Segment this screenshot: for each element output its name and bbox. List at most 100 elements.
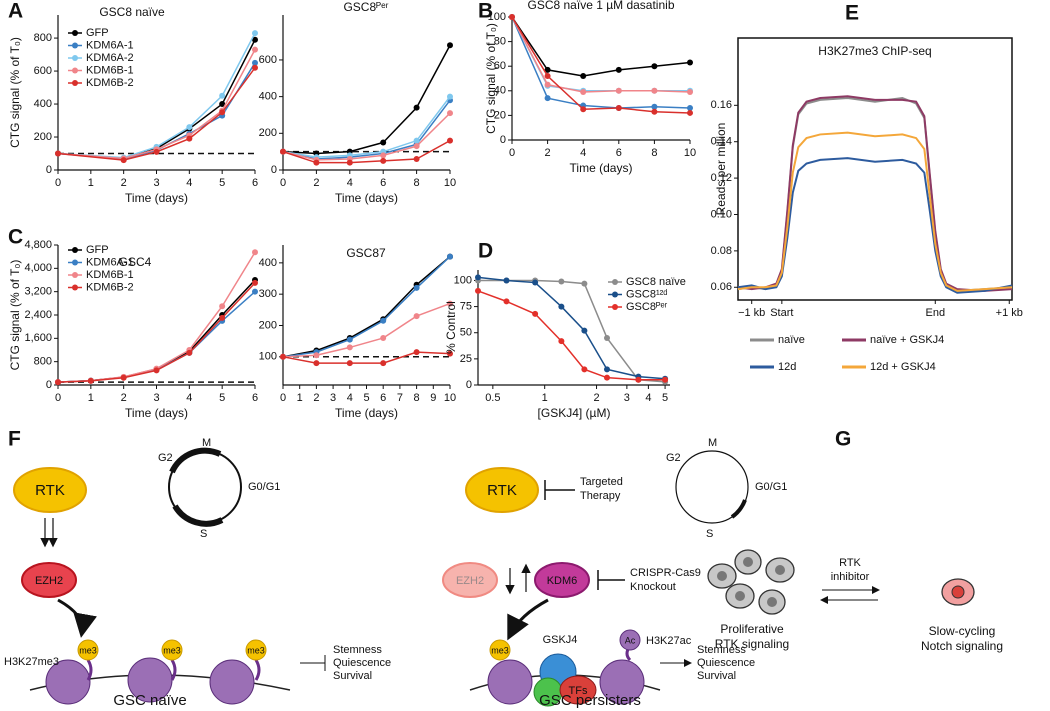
data-point (413, 284, 420, 291)
series-line (282, 302, 451, 358)
label: Quiescence (697, 657, 755, 669)
x-tick-label: 3 (330, 392, 336, 404)
panel-label: B (478, 0, 493, 23)
chart: 0 20 40 60 80 100 0 2 4 6 8 10 GSC8 naïve 1 µM dasat… (484, 0, 696, 175)
data-point (153, 148, 160, 155)
legend-label: KDM6A-2 (86, 52, 134, 64)
data-point (603, 334, 610, 341)
x-tick-label: 8 (651, 147, 657, 159)
data-point (447, 110, 453, 117)
data-point (447, 93, 453, 100)
data-point (603, 374, 610, 381)
series-line (511, 16, 691, 93)
data-point (252, 279, 258, 286)
label: CRISPR-Cas9 (630, 567, 701, 579)
x-tick-label: 2 (121, 177, 127, 189)
data-point (687, 105, 693, 112)
x-tick-label: 1 (88, 392, 94, 404)
data-point (558, 278, 565, 285)
x-tick-label: 5 (219, 392, 225, 404)
legend-label: naïve (778, 334, 805, 346)
x-tick-label: 10 (444, 392, 456, 404)
y-tick-label: 0.16 (711, 99, 732, 111)
x-tick-label: 0 (55, 392, 61, 404)
y-tick-label: 200 (34, 131, 52, 143)
y-tick-label: 800 (34, 32, 52, 44)
label: Proliferative (720, 622, 784, 636)
chart: 0 200 400 600 0 2 4 6 8 10 GSC8ᴾᵉʳ Time (days) (259, 0, 456, 205)
x-tick-label: 9 (430, 392, 436, 404)
rtk-shape (13, 467, 87, 513)
label: KDM6 (547, 575, 578, 587)
data-point (581, 280, 588, 287)
legend-marker (72, 42, 78, 49)
nucleosome (599, 659, 645, 705)
data-point (252, 46, 258, 53)
nucleosome (45, 659, 91, 705)
label: S (200, 528, 207, 540)
legend-marker (612, 279, 618, 285)
y-tick-label: 600 (34, 65, 52, 77)
x-tick-label: 4 (186, 177, 192, 189)
data-point (447, 300, 453, 307)
data-point (544, 81, 551, 88)
arrow (57, 598, 97, 638)
nucleosome (487, 659, 533, 705)
data-point (280, 148, 286, 155)
panel-label: C (8, 226, 23, 249)
y-tick-label: 600 (259, 54, 277, 66)
series-line (282, 351, 451, 364)
ezh2-shape (21, 562, 77, 598)
data-point (447, 253, 453, 260)
chart-title: GSC8 naïve 1 µM dasatinib (528, 0, 675, 12)
series-line (737, 95, 1013, 292)
caption: GSC naïve (113, 692, 186, 709)
x-tick-label: 3 (624, 392, 630, 404)
panel-label: G (835, 428, 851, 451)
data-point (651, 87, 658, 94)
data-point (55, 379, 61, 386)
legend-marker (72, 30, 78, 36)
legend-marker (72, 80, 78, 86)
data-point (219, 303, 226, 310)
legend-label: GSC8 naïve (626, 276, 686, 288)
y-tick-label: 200 (259, 319, 277, 331)
data-point (153, 367, 160, 374)
y-tick-label: 4,000 (24, 262, 52, 274)
series-line (282, 256, 451, 358)
nuclei (717, 557, 785, 607)
series-line (511, 16, 691, 109)
rtk-shape (465, 467, 539, 513)
series-line (282, 139, 451, 164)
data-point (532, 279, 539, 286)
x-tick-label: Start (770, 307, 793, 319)
label: RTK (35, 482, 65, 499)
data-point (120, 157, 127, 164)
y-tick-label: 800 (34, 356, 52, 368)
y-tick-label: 0 (271, 164, 277, 176)
legend-label: GSC8¹²ᵈ (626, 288, 667, 300)
nucleus (951, 585, 965, 599)
chart: 0 200 400 600 800 0 1 2 3 4 5 6 GSC8 naïve Time (days… (8, 5, 258, 205)
data-point (532, 310, 539, 317)
x-tick-label: 4 (347, 392, 353, 404)
data-point (413, 104, 420, 111)
legend-marker (72, 247, 78, 253)
cycle-arc (172, 504, 224, 527)
cycle-arc (730, 499, 747, 519)
series-line (511, 16, 691, 114)
x-tick-label: 3 (153, 392, 159, 404)
label: EZH2 (456, 575, 484, 587)
chart-title: GSC87 (346, 246, 386, 260)
legend-label: KDM6A-1 (86, 39, 134, 51)
x-tick-label: +1 kb (996, 307, 1023, 319)
data-point (662, 376, 669, 383)
x-tick-label: 5 (219, 177, 225, 189)
data-point (380, 152, 387, 159)
label: Stemness (697, 644, 746, 656)
label: me3 (491, 645, 509, 655)
x-tick-label: 6 (380, 177, 386, 189)
data-point (651, 108, 658, 115)
x-tick-label: 2 (593, 392, 599, 404)
data-point (219, 101, 226, 108)
